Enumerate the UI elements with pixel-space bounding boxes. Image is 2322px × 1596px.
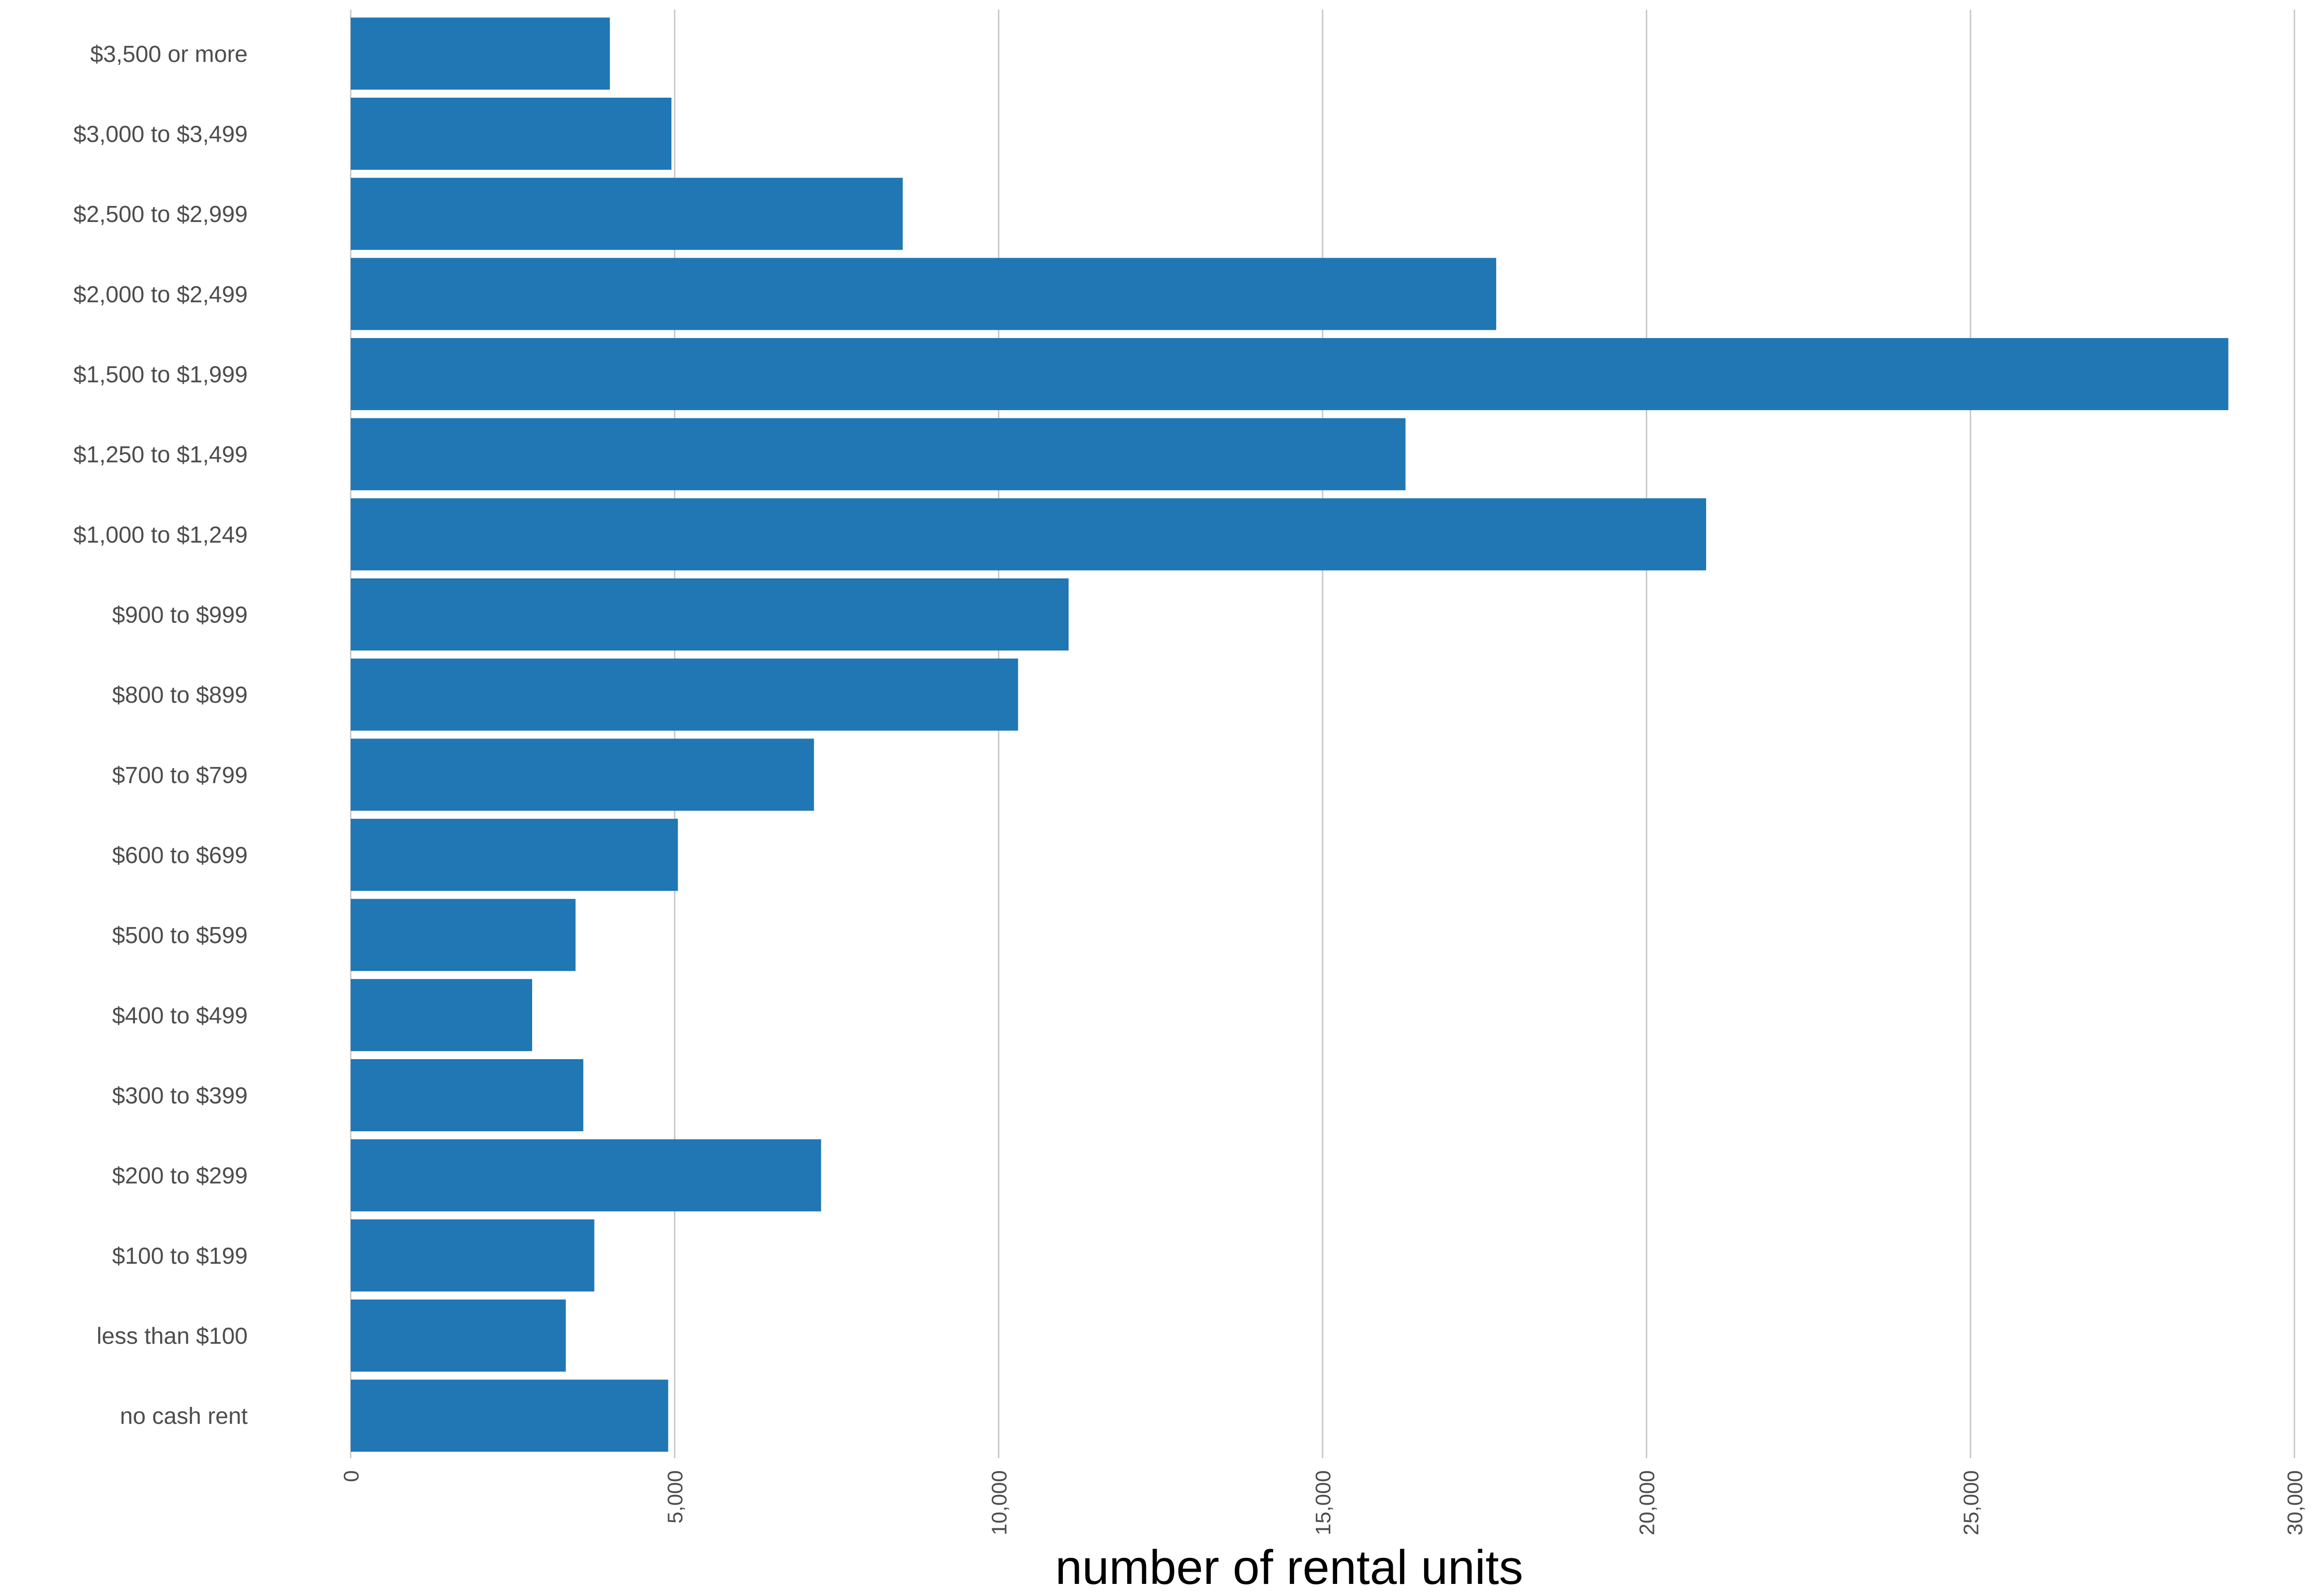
x-tick-label: 5,000	[664, 1470, 687, 1523]
bar	[351, 899, 576, 971]
category-label: $1,250 to $1,499	[74, 442, 248, 468]
bar	[351, 578, 1069, 651]
category-label: $700 to $799	[112, 763, 248, 788]
bar	[351, 818, 678, 891]
bar	[351, 418, 1406, 490]
x-tick-labels: 0 5,000 10,000 15,000 20,000 25,000 30,000	[340, 1470, 2307, 1536]
category-label: $800 to $899	[112, 682, 248, 708]
category-label: $200 to $299	[112, 1163, 248, 1189]
category-labels: $3,500 or more $3,000 to $3,499 $2,500 to …	[74, 42, 248, 1429]
x-tick-label: 30,000	[2283, 1470, 2307, 1536]
category-label: $600 to $699	[112, 843, 248, 869]
bar	[351, 177, 903, 250]
bar	[351, 658, 1018, 731]
category-label: $400 to $499	[112, 1003, 248, 1029]
category-label: $2,000 to $2,499	[74, 282, 248, 308]
bar	[351, 1219, 595, 1292]
bar	[351, 338, 2229, 411]
category-label: $1,500 to $1,999	[74, 362, 248, 388]
category-label: less than $100	[97, 1324, 248, 1349]
category-label: $100 to $199	[112, 1243, 248, 1269]
category-label: $300 to $399	[112, 1083, 248, 1109]
bar	[351, 97, 671, 170]
x-tick-label: 10,000	[987, 1470, 1011, 1536]
gridlines	[350, 10, 2295, 1458]
bar	[351, 739, 814, 811]
category-label: $3,000 to $3,499	[74, 122, 248, 148]
bar	[351, 1059, 583, 1132]
bar	[351, 258, 1496, 330]
category-label: $500 to $599	[112, 923, 248, 948]
category-label: $3,500 or more	[90, 42, 248, 67]
x-axis-title: number of rental units	[1055, 1540, 1523, 1595]
bar	[351, 17, 610, 90]
bar	[351, 979, 533, 1051]
bar	[351, 498, 1706, 571]
x-tick-label: 15,000	[1311, 1470, 1335, 1536]
bars	[351, 17, 2229, 1452]
x-tick-label: 25,000	[1959, 1470, 1983, 1536]
bar	[351, 1379, 669, 1452]
bar	[351, 1139, 821, 1212]
bar	[351, 1299, 566, 1372]
category-label: $900 to $999	[112, 603, 248, 628]
x-tick-label: 0	[340, 1470, 363, 1482]
x-tick-label: 20,000	[1636, 1470, 1659, 1536]
category-label: $1,000 to $1,249	[74, 522, 248, 548]
category-label: no cash rent	[120, 1404, 248, 1429]
category-label: $2,500 to $2,999	[74, 202, 248, 227]
